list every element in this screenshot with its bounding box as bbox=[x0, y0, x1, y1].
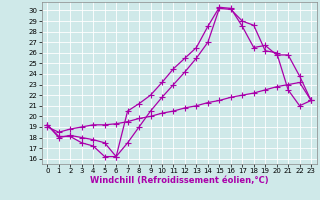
X-axis label: Windchill (Refroidissement éolien,°C): Windchill (Refroidissement éolien,°C) bbox=[90, 176, 268, 185]
